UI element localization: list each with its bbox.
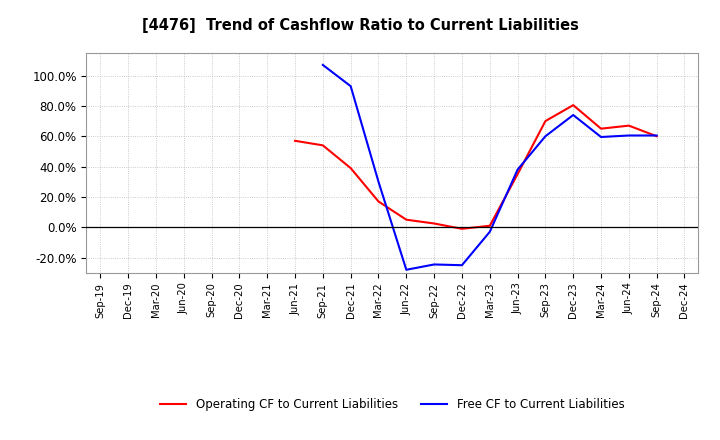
Operating CF to Current Liabilities (652, 134, 661, 139)
Free CF to Current Liabilities (569, 112, 577, 117)
Operating CF to Current Liabilities (597, 126, 606, 131)
Operating CF to Current Liabilities (485, 223, 494, 228)
Free CF to Current Liabilities (374, 179, 383, 184)
Operating CF to Current Liabilities (624, 123, 633, 128)
Free CF to Current Liabilities (430, 262, 438, 267)
Operating CF to Current Liabilities (513, 172, 522, 177)
Operating CF to Current Liabilities (569, 103, 577, 108)
Line: Free CF to Current Liabilities: Free CF to Current Liabilities (323, 65, 657, 270)
Operating CF to Current Liabilities (402, 217, 410, 222)
Legend: Operating CF to Current Liabilities, Free CF to Current Liabilities: Operating CF to Current Liabilities, Fre… (156, 393, 629, 415)
Free CF to Current Liabilities (318, 62, 327, 68)
Free CF to Current Liabilities (458, 263, 467, 268)
Free CF to Current Liabilities (513, 167, 522, 172)
Operating CF to Current Liabilities (318, 143, 327, 148)
Free CF to Current Liabilities (597, 134, 606, 139)
Free CF to Current Liabilities (485, 229, 494, 235)
Text: [4476]  Trend of Cashflow Ratio to Current Liabilities: [4476] Trend of Cashflow Ratio to Curren… (142, 18, 578, 33)
Line: Operating CF to Current Liabilities: Operating CF to Current Liabilities (295, 105, 657, 229)
Free CF to Current Liabilities (652, 133, 661, 138)
Operating CF to Current Liabilities (541, 118, 550, 124)
Free CF to Current Liabilities (541, 134, 550, 139)
Operating CF to Current Liabilities (291, 138, 300, 143)
Operating CF to Current Liabilities (374, 199, 383, 204)
Free CF to Current Liabilities (402, 267, 410, 272)
Operating CF to Current Liabilities (430, 221, 438, 226)
Operating CF to Current Liabilities (458, 226, 467, 231)
Free CF to Current Liabilities (346, 84, 355, 89)
Free CF to Current Liabilities (624, 133, 633, 138)
Operating CF to Current Liabilities (346, 165, 355, 171)
